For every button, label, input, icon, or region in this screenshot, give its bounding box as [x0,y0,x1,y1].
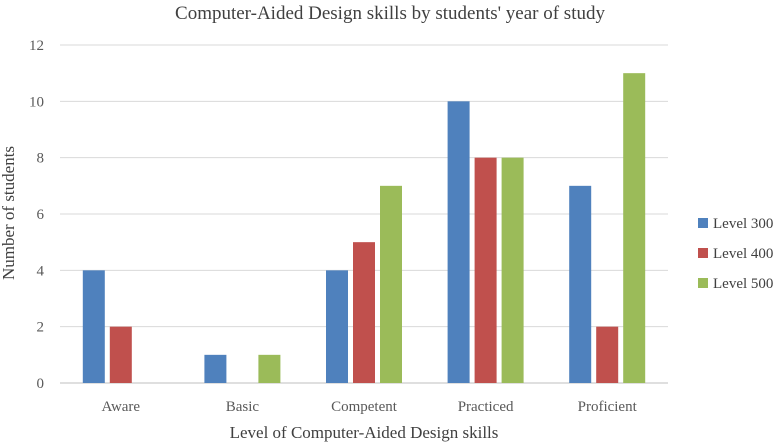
x-tick-label: Practiced [458,399,514,415]
legend-swatch [698,278,708,288]
bar-competent-level-300 [326,270,348,383]
y-tick-label: 4 [37,263,45,279]
bar-proficient-level-300 [569,185,592,383]
bar-competent-level-500 [380,185,402,383]
y-tick-label: 8 [37,151,45,167]
y-axis-label: Number of students [0,146,18,280]
legend-label: Level 500 [713,276,773,292]
bar-proficient-level-400 [596,326,619,383]
legend-label: Level 400 [713,246,773,262]
legend: Level 300 Level 400 Level 500 [698,216,773,292]
bar-practiced-level-300 [447,101,470,383]
bar-proficient-level-500 [623,73,646,384]
x-tick-label: Basic [226,399,260,415]
y-tick-labels: 0 2 4 6 8 10 12 [29,38,45,392]
bars [82,73,646,384]
x-tick-labels: Aware Basic Competent Practiced Proficient [101,399,637,415]
bar-basic-level-300 [204,354,227,383]
y-tick-label: 0 [37,376,45,392]
bar-practiced-level-400 [474,157,497,383]
x-axis-label: Level of Computer-Aided Design skills [230,423,499,442]
legend-swatch [698,248,708,258]
y-tick-label: 12 [29,38,44,54]
chart-title: Computer-Aided Design skills by students… [175,3,605,24]
x-tick-label: Aware [101,399,140,415]
bar-practiced-level-500 [501,157,524,383]
bar-aware-level-400 [109,326,132,383]
x-tick-label: Competent [331,399,398,415]
bar-basic-level-500 [258,354,281,383]
x-tick-label: Proficient [578,399,638,415]
legend-swatch [698,218,708,228]
y-tick-label: 6 [37,207,45,223]
bar-aware-level-300 [82,270,105,383]
bar-competent-level-400 [353,242,375,383]
legend-label: Level 300 [713,216,773,232]
y-tick-label: 10 [29,94,44,110]
y-tick-label: 2 [37,320,45,336]
